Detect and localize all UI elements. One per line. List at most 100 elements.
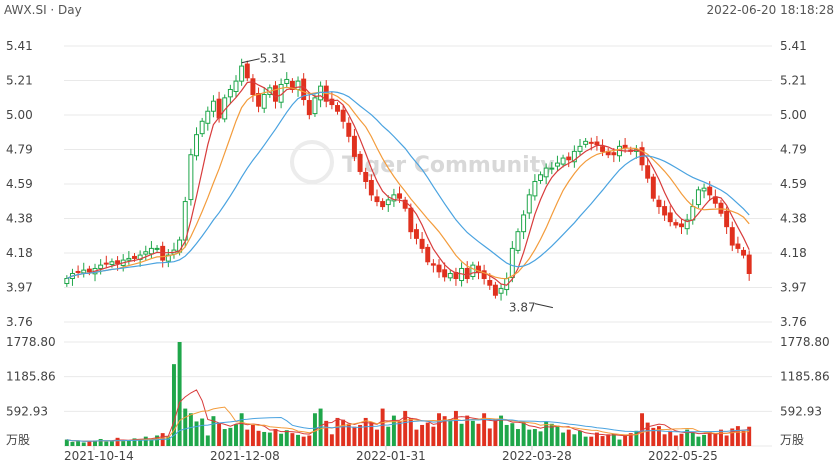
grid-layer — [64, 45, 772, 447]
volume-bar — [521, 422, 526, 446]
volume-panel — [64, 342, 752, 446]
candle-body — [611, 152, 617, 156]
volume-bar — [194, 421, 199, 446]
price-tick-label-right: 4.59 — [780, 177, 807, 191]
candle-body — [340, 109, 346, 122]
volume-bar — [93, 440, 97, 446]
volume-bar — [611, 433, 616, 446]
ma-mid-line — [66, 86, 750, 280]
volume-bar — [256, 430, 261, 446]
volume-bar — [104, 441, 109, 446]
price-tick-label-left: 4.38 — [6, 212, 33, 226]
candle-body — [509, 247, 515, 279]
candle-body — [695, 189, 701, 206]
volume-bar — [527, 429, 532, 446]
candle-body — [442, 269, 448, 278]
volume-bar — [493, 418, 498, 446]
candle-body — [515, 231, 521, 251]
volume-bar — [211, 416, 216, 446]
volume-bar — [267, 432, 272, 446]
candle-body — [667, 212, 673, 223]
candle-body — [684, 219, 690, 230]
volume-bar — [437, 413, 441, 446]
date-tick-label: 2022-05-25 — [648, 449, 718, 463]
volume-bar — [583, 436, 588, 446]
candle-body — [662, 206, 668, 216]
candle-body — [385, 199, 391, 206]
candle-body — [746, 254, 752, 274]
candle-body — [397, 193, 403, 199]
volume-tick-label-right: 1185.86 — [780, 370, 830, 384]
candle-body — [346, 122, 352, 137]
volume-bar — [403, 410, 408, 446]
volume-bar — [346, 423, 351, 446]
volume-bar — [70, 441, 75, 446]
volume-bar — [205, 435, 210, 446]
price-tick-label-left: 4.18 — [6, 246, 33, 260]
volume-bar — [64, 439, 69, 446]
volume-bar — [634, 430, 639, 446]
candle-body — [329, 98, 335, 106]
candle-body — [256, 93, 262, 107]
volume-bar — [284, 430, 289, 446]
volume-bar — [126, 440, 131, 446]
watermark-logo-icon — [290, 140, 334, 184]
volume-unit-right: 万股 — [780, 433, 804, 447]
ma-short-line — [66, 81, 750, 286]
candle-body — [64, 278, 70, 285]
candle-body — [549, 167, 555, 170]
volume-bar — [352, 426, 357, 446]
volume-bar — [363, 417, 368, 446]
candle-body — [532, 180, 538, 197]
candle-body — [250, 78, 256, 96]
volume-bar — [290, 433, 295, 446]
volume-bar — [386, 426, 391, 446]
candle-body — [227, 88, 233, 98]
volume-bar — [589, 436, 594, 446]
volume-bar — [549, 423, 554, 446]
price-tick-label-left: 5.00 — [6, 108, 33, 122]
annotation-label: 3.87 — [509, 301, 536, 315]
volume-bar — [200, 418, 205, 446]
volume-bar — [143, 436, 148, 446]
candle-body — [453, 271, 459, 280]
volume-bar — [420, 424, 425, 446]
volume-bar — [640, 413, 645, 446]
volume-tick-label-left: 1778.80 — [6, 335, 56, 349]
price-tick-label-right: 5.00 — [780, 108, 807, 122]
volume-bar — [572, 434, 577, 446]
candle-body — [148, 247, 154, 255]
volume-bar — [623, 434, 628, 446]
candle-body — [363, 171, 369, 182]
candle-body — [408, 207, 414, 233]
candle-body — [98, 264, 104, 269]
volume-bar — [673, 435, 678, 446]
volume-bar — [713, 434, 718, 446]
candle-body — [741, 249, 747, 256]
volume-bar — [329, 434, 334, 446]
price-tick-label-left: 5.21 — [6, 74, 33, 88]
candle-body — [521, 214, 527, 233]
volume-bar — [459, 423, 464, 446]
candle-body — [351, 135, 357, 157]
volume-bar — [645, 422, 650, 446]
candle-body — [165, 254, 171, 262]
volume-bar — [98, 438, 103, 446]
volume-bar — [656, 426, 661, 446]
volume-bar — [470, 420, 475, 446]
candle-body — [419, 238, 425, 249]
price-tick-label-right: 5.41 — [780, 39, 807, 53]
candle-body — [391, 194, 397, 202]
candle-body — [436, 264, 442, 273]
volume-bar — [391, 415, 396, 446]
candle-body — [707, 186, 713, 196]
candle-body — [239, 65, 245, 82]
volume-bar — [245, 429, 250, 446]
volume-bar — [600, 436, 605, 446]
volume-bar — [510, 423, 515, 446]
candle-body — [577, 145, 583, 152]
candle-body — [273, 85, 278, 102]
volume-bar — [369, 422, 374, 446]
candle-body — [132, 255, 137, 259]
volume-bar — [250, 424, 255, 446]
